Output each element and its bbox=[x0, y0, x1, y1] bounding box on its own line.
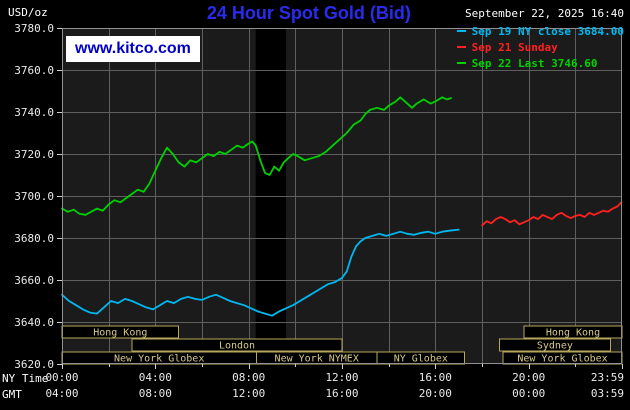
session-box-sydney: Sydney bbox=[499, 338, 611, 352]
svg-text:3780.0: 3780.0 bbox=[14, 22, 54, 35]
svg-text:20:00: 20:00 bbox=[512, 371, 545, 384]
svg-text:04:00: 04:00 bbox=[45, 387, 78, 400]
session-box-hong-kong: Hong Kong bbox=[523, 325, 623, 339]
legend-label: Sep 19 NY close 3684.00 bbox=[471, 24, 624, 38]
svg-text:16:00: 16:00 bbox=[419, 371, 452, 384]
gridlines bbox=[62, 28, 622, 364]
plot-border bbox=[62, 28, 622, 364]
svg-text:12:00: 12:00 bbox=[232, 387, 265, 400]
legend-label: Sep 21 Sunday bbox=[471, 40, 558, 54]
svg-text:3700.0: 3700.0 bbox=[14, 190, 54, 203]
legend-item-sep22: Sep 22 Last 3746.60 bbox=[456, 55, 624, 71]
svg-text:04:00: 04:00 bbox=[139, 371, 172, 384]
session-box-ny-globex: NY Globex bbox=[376, 351, 465, 365]
price-line-sep22-last bbox=[61, 96, 452, 216]
session-label: London bbox=[219, 341, 255, 352]
ny-time-axis-label: NY Time bbox=[2, 372, 49, 385]
session-box-new-york-nymex: New York NYMEX bbox=[255, 351, 378, 365]
legend-line-icon bbox=[456, 62, 466, 64]
svg-text:08:00: 08:00 bbox=[232, 371, 265, 384]
svg-text:08:00: 08:00 bbox=[139, 387, 172, 400]
svg-text:3620.0: 3620.0 bbox=[14, 358, 54, 371]
session-label: Sydney bbox=[537, 341, 573, 352]
session-box-london: London bbox=[131, 338, 343, 352]
session-label: New York Globex bbox=[517, 354, 607, 365]
svg-text:3740.0: 3740.0 bbox=[14, 106, 54, 119]
svg-text:3640.0: 3640.0 bbox=[14, 316, 54, 329]
session-box-new-york-globex: New York Globex bbox=[502, 351, 623, 365]
kitco-watermark-link[interactable]: www.kitco.com bbox=[66, 36, 200, 62]
legend: Sep 19 NY close 3684.00 Sep 21 Sunday Se… bbox=[456, 23, 624, 71]
session-box-new-york-globex: New York Globex bbox=[61, 351, 257, 365]
price-line-sep19-ny-close bbox=[61, 228, 460, 317]
legend-line-icon bbox=[456, 30, 466, 32]
session-label: New York NYMEX bbox=[275, 354, 359, 365]
chart-title: 24 Hour Spot Gold (Bid) bbox=[206, 3, 411, 23]
session-label: NY Globex bbox=[394, 354, 448, 365]
svg-text:16:00: 16:00 bbox=[325, 387, 358, 400]
market-session-bars: Hong Kong Hong Kong London Sydney New York G… bbox=[61, 325, 623, 365]
session-label: Hong Kong bbox=[546, 328, 600, 339]
svg-text:3720.0: 3720.0 bbox=[14, 148, 54, 161]
legend-line-icon bbox=[456, 46, 466, 48]
session-label: Hong Kong bbox=[93, 328, 147, 339]
svg-text:00:00: 00:00 bbox=[45, 371, 78, 384]
svg-text:12:00: 12:00 bbox=[325, 371, 358, 384]
price-line-sep21-sunday bbox=[481, 201, 623, 227]
session-box-hong-kong: Hong Kong bbox=[61, 325, 180, 339]
y-axis-units-label: USD/oz bbox=[8, 6, 48, 19]
svg-text:3760.0: 3760.0 bbox=[14, 64, 54, 77]
legend-item-sep19: Sep 19 NY close 3684.00 bbox=[456, 23, 624, 39]
svg-text:23:59: 23:59 bbox=[591, 371, 624, 384]
legend-label: Sep 22 Last 3746.60 bbox=[471, 56, 598, 70]
svg-text:03:59: 03:59 bbox=[591, 387, 624, 400]
session-label: New York Globex bbox=[114, 354, 204, 365]
svg-text:00:00: 00:00 bbox=[512, 387, 545, 400]
svg-text:3680.0: 3680.0 bbox=[14, 232, 54, 245]
svg-text:20:00: 20:00 bbox=[419, 387, 452, 400]
datetime-label: September 22, 2025 16:40 bbox=[465, 7, 624, 20]
legend-item-sep21: Sep 21 Sunday bbox=[456, 39, 624, 55]
axis-labels: 3780.0 3760.0 3740.0 3720.0 3700.0 3680.0 3660… bbox=[14, 22, 624, 400]
gmt-axis-label: GMT bbox=[2, 388, 22, 401]
svg-text:3660.0: 3660.0 bbox=[14, 274, 54, 287]
